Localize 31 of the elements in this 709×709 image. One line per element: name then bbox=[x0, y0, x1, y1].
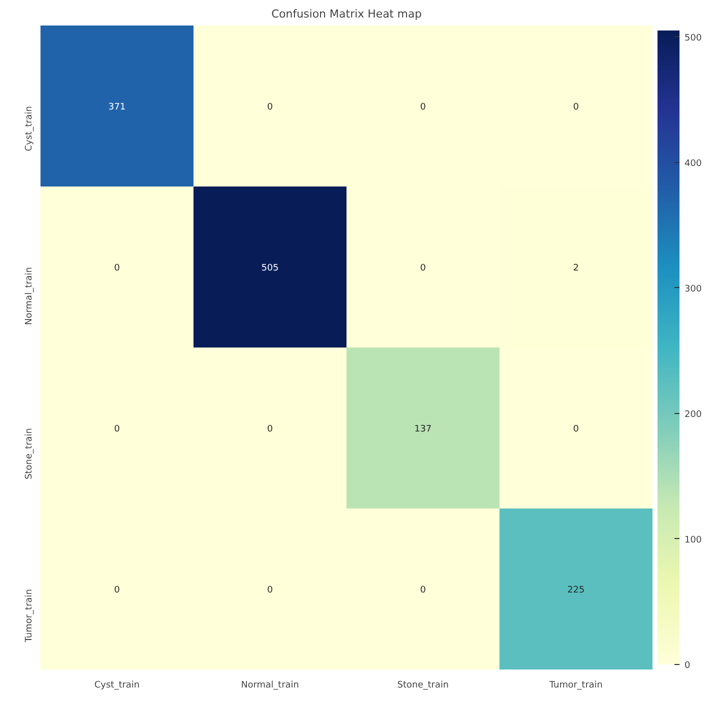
data-label: 0 bbox=[267, 586, 274, 596]
data-label: 2 bbox=[573, 264, 579, 274]
data-label: 0 bbox=[573, 102, 580, 112]
data-label: 225 bbox=[567, 586, 585, 596]
data-label: 0 bbox=[114, 264, 120, 274]
y-tick-label: Cyst_train bbox=[24, 106, 34, 152]
data-label: 0 bbox=[114, 424, 120, 434]
data-label: 505 bbox=[261, 264, 279, 274]
data-label: 0 bbox=[420, 264, 426, 274]
chart-title: Confusion Matrix Heat map bbox=[271, 8, 422, 20]
data-label: 0 bbox=[420, 586, 426, 596]
x-tick-label: Normal_train bbox=[240, 680, 300, 690]
color-bar-label: 200 bbox=[684, 410, 702, 420]
data-label: 371 bbox=[108, 102, 126, 112]
y-tick-label: Tumor_train bbox=[24, 588, 34, 644]
x-tick-label: Tumor_train bbox=[548, 680, 603, 690]
color-bar-label: 500 bbox=[684, 33, 702, 44]
data-label: 0 bbox=[267, 102, 274, 112]
color-bar-label: 100 bbox=[684, 535, 702, 546]
data-label: 137 bbox=[414, 424, 432, 434]
y-tick-label: Stone_train bbox=[24, 428, 34, 480]
x-tick-label: Cyst_train bbox=[94, 680, 140, 690]
color-bar-label: 300 bbox=[684, 284, 702, 294]
data-label: 0 bbox=[420, 102, 426, 112]
data-label: 0 bbox=[114, 586, 120, 596]
data-label: 0 bbox=[267, 424, 274, 434]
data-label: 0 bbox=[573, 424, 580, 434]
x-tick-label: Stone_train bbox=[397, 680, 449, 690]
y-tick-label: Normal_train bbox=[24, 266, 34, 326]
color-bar-label: 400 bbox=[684, 158, 702, 169]
color-bar-label: 0 bbox=[684, 661, 690, 671]
